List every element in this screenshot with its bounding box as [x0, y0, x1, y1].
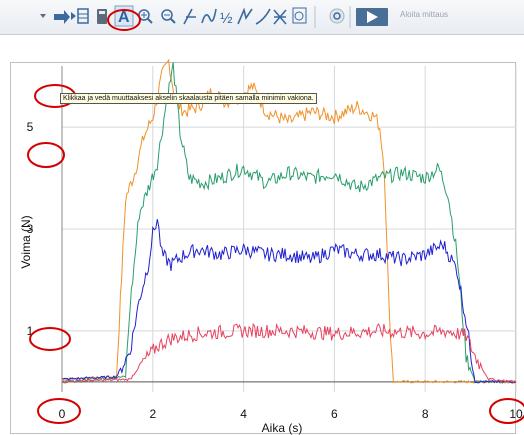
integral-icon[interactable]: ½ [220, 10, 233, 27]
statistics-icon[interactable] [237, 7, 253, 25]
examine-icon[interactable] [183, 8, 196, 25]
annotation-ellipse [29, 327, 71, 351]
zoom-out-icon[interactable] [161, 9, 176, 24]
x-tick-label: 10 [509, 407, 523, 421]
series-line-1 [61, 58, 517, 384]
annotation-ellipse [107, 9, 141, 31]
calculator-icon[interactable] [97, 9, 107, 24]
annotation-ellipse [37, 398, 81, 424]
start-measurement-label[interactable]: Aloita mittaus [400, 10, 449, 19]
step-forward-icon[interactable] [54, 10, 70, 24]
x-axis-label[interactable]: Aika (s) [262, 421, 303, 435]
autoscale-label: A [118, 9, 130, 26]
x-tick-label: 2 [149, 407, 156, 421]
series-layer [61, 58, 517, 384]
timing-icon[interactable] [292, 7, 307, 24]
annotation-ellipse [489, 398, 524, 424]
series-line-4 [61, 322, 517, 384]
data-table-icon[interactable] [71, 8, 89, 24]
axis-tooltip: Klikkaa ja vedä muuttaaksesi akselin ska… [60, 93, 317, 104]
replay-icon[interactable] [329, 8, 345, 24]
play-icon[interactable] [356, 8, 388, 26]
y-tick-label: 5 [27, 120, 34, 134]
series-line-2 [61, 62, 517, 384]
red-annotations [27, 9, 524, 424]
y-axis-label[interactable]: Voima (N) [19, 215, 33, 268]
series-line-3 [61, 219, 517, 384]
tick-labels: 0 2 4 6 8 10 1 3 5 [27, 120, 523, 421]
model-icon[interactable] [273, 9, 287, 25]
dropdown-arrow-icon[interactable] [40, 14, 46, 18]
x-tick-label: 8 [422, 407, 429, 421]
curve-fit-icon[interactable] [255, 8, 271, 25]
tangent-icon[interactable] [201, 8, 217, 24]
y-tick-label: 1 [27, 324, 34, 338]
y-tick-label: 3 [27, 222, 34, 236]
x-tick-label: 4 [240, 407, 247, 421]
annotation-ellipse [27, 142, 65, 168]
x-tick-label: 0 [59, 407, 66, 421]
x-tick-label: 6 [331, 407, 338, 421]
